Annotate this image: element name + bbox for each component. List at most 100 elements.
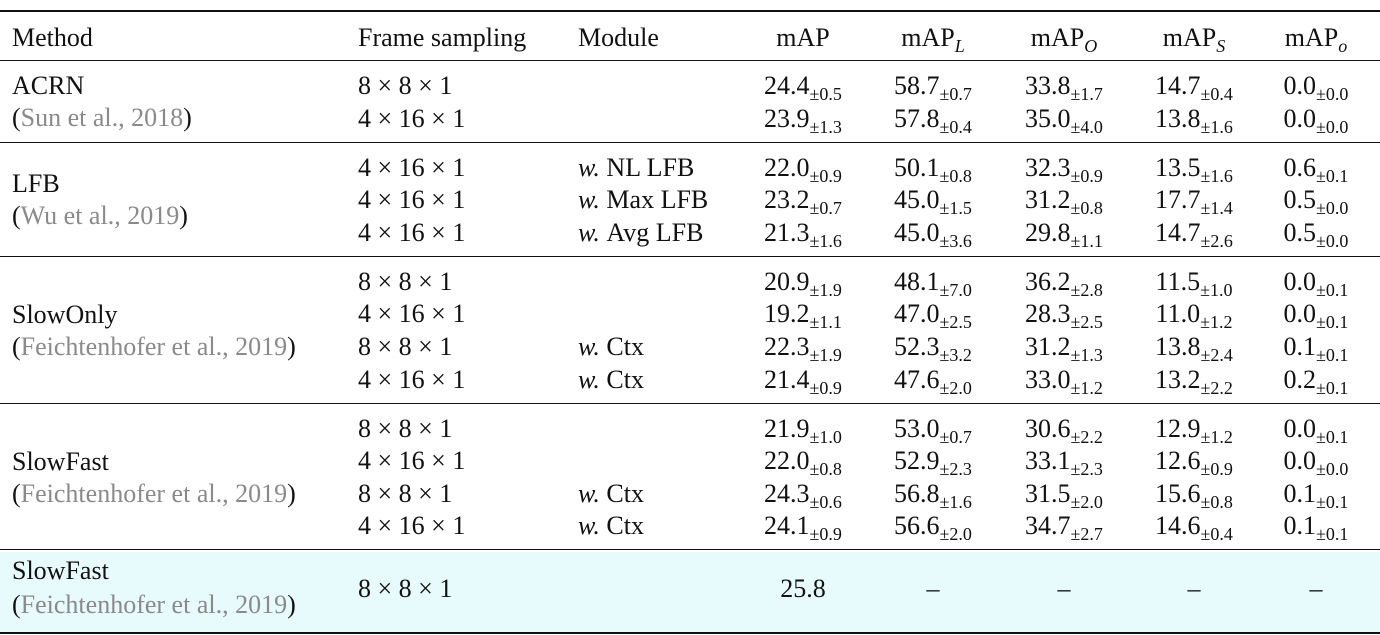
metric-value: 24.4 bbox=[764, 71, 810, 100]
module-prefix: w. bbox=[578, 511, 600, 541]
module-prefix: w. bbox=[578, 185, 600, 215]
header-metric: mAPS bbox=[1163, 22, 1226, 56]
frame-sampling: 4 × 16 × 1 bbox=[358, 364, 466, 394]
metric-value: 48.1 bbox=[894, 266, 940, 296]
metric-cell: – bbox=[1058, 573, 1071, 605]
metric-std: ±2.8 bbox=[1070, 279, 1103, 300]
module-prefix: w. bbox=[578, 152, 600, 182]
metric-std: ±1.6 bbox=[1200, 165, 1233, 186]
metric-value: 52.3 bbox=[894, 332, 940, 361]
metric-value: – bbox=[1309, 574, 1323, 604]
citation-part: ( bbox=[12, 478, 21, 508]
metric-value: 14.7 bbox=[1155, 217, 1201, 247]
metric-std: ±0.1 bbox=[1316, 279, 1349, 300]
metric-sub: S bbox=[1216, 36, 1226, 56]
metric-std: ±0.0 bbox=[1316, 230, 1349, 251]
frame-sampling: 8 × 8 × 1 bbox=[358, 332, 453, 361]
metric-cell: 14.6±0.4 bbox=[1155, 510, 1233, 544]
frame-sampling: 8 × 8 × 1 bbox=[358, 478, 453, 508]
metric-std: ±2.3 bbox=[1070, 459, 1103, 480]
metric-value: 58.7 bbox=[894, 71, 940, 100]
metric-cell: 52.3±3.2 bbox=[894, 331, 972, 365]
metric-value: 0.0 bbox=[1283, 103, 1317, 133]
frame-sampling: 8 × 8 × 1 bbox=[358, 71, 453, 100]
metric-value: 14.6 bbox=[1155, 511, 1201, 541]
metric-std: ±0.5 bbox=[809, 84, 842, 104]
metric-std: ±0.1 bbox=[1316, 165, 1349, 186]
metric-value: 21.3 bbox=[764, 217, 810, 247]
metric-std: ±0.4 bbox=[1200, 84, 1233, 104]
module: w. Max LFB bbox=[578, 184, 708, 216]
header-frame: Frame sampling bbox=[358, 23, 527, 52]
metric-cell: 56.6±2.0 bbox=[894, 510, 972, 544]
metric-cell: 31.2±0.8 bbox=[1025, 184, 1103, 218]
metric-value: 24.1 bbox=[764, 511, 810, 541]
metric-std: ±0.7 bbox=[939, 426, 972, 447]
frame-sampling: 8 × 8 × 1 bbox=[358, 266, 453, 296]
metric-value: 33.0 bbox=[1025, 364, 1071, 394]
metric-std: ±0.0 bbox=[1316, 116, 1349, 137]
citation-part: ( bbox=[12, 331, 21, 361]
metric-value: 20.9 bbox=[764, 266, 810, 296]
citation-part: Feichtenhofer et al., bbox=[20, 331, 236, 361]
citation-part: Feichtenhofer et al., bbox=[20, 478, 236, 508]
citation: (Wu et al., 2019) bbox=[12, 200, 188, 232]
metric-value: 0.0 bbox=[1283, 299, 1317, 329]
metric-value: 15.6 bbox=[1155, 478, 1201, 508]
metric-cell: 22.0±0.8 bbox=[764, 445, 842, 479]
metric-value: 0.0 bbox=[1283, 413, 1317, 443]
metric-std: ±0.9 bbox=[1200, 459, 1233, 480]
metric-sub: L bbox=[954, 36, 965, 56]
metric-value: 31.5 bbox=[1025, 478, 1071, 508]
method-name: LFB bbox=[12, 169, 60, 199]
metric-std: ±1.2 bbox=[1200, 426, 1233, 447]
metric-std: ±1.1 bbox=[1070, 230, 1103, 251]
group-rule bbox=[0, 256, 1380, 257]
module: w. Ctx bbox=[578, 510, 644, 542]
metric-cell: 58.7±0.7 bbox=[894, 70, 972, 104]
metric-cell: 35.0±4.0 bbox=[1025, 103, 1103, 137]
module: w. NL LFB bbox=[578, 152, 694, 184]
metric-std: ±1.5 bbox=[939, 198, 972, 219]
metric-value: 13.8 bbox=[1155, 332, 1201, 361]
frame-sampling: 4 × 16 × 1 bbox=[358, 152, 466, 182]
metric-cell: 48.1±7.0 bbox=[894, 266, 972, 300]
metric-std: ±0.8 bbox=[939, 165, 972, 186]
metric-value: 13.8 bbox=[1155, 103, 1201, 133]
metric-std: ±0.9 bbox=[809, 165, 842, 186]
module-name: Ctx bbox=[606, 332, 644, 361]
metric-value: 19.2 bbox=[764, 299, 810, 329]
citation-part: ( bbox=[12, 590, 21, 620]
metric-value: 21.9 bbox=[764, 413, 810, 443]
metric-cell: 14.7±2.6 bbox=[1155, 217, 1233, 251]
metric-cell: 22.0±0.9 bbox=[764, 152, 842, 186]
citation: (Feichtenhofer et al., 2019) bbox=[12, 589, 296, 621]
metric-value: 11.5 bbox=[1155, 266, 1201, 296]
citation-part: ( bbox=[12, 201, 21, 231]
metric-std: ±1.9 bbox=[809, 279, 842, 300]
metric-std: ±0.7 bbox=[939, 84, 972, 104]
module: w. Ctx bbox=[578, 364, 644, 396]
module-prefix: w. bbox=[578, 478, 600, 508]
metric-value: 33.8 bbox=[1025, 71, 1071, 100]
metric-cell: 56.8±1.6 bbox=[894, 478, 972, 512]
metric-value: 33.1 bbox=[1025, 446, 1071, 476]
metric-std: ±1.6 bbox=[809, 230, 842, 251]
citation-part: ( bbox=[12, 103, 21, 133]
frame-sampling: 4 × 16 × 1 bbox=[358, 217, 466, 247]
metric-cell: 34.7±2.7 bbox=[1025, 510, 1103, 544]
metric-cell: 19.2±1.1 bbox=[764, 298, 842, 332]
citation: (Feichtenhofer et al., 2019) bbox=[12, 478, 296, 510]
metric-std: ±1.7 bbox=[1070, 84, 1103, 104]
metric-cell: 17.7±1.4 bbox=[1155, 184, 1233, 218]
metric-cell: – bbox=[1310, 573, 1323, 605]
metric-std: ±2.0 bbox=[939, 377, 972, 398]
module-prefix: w. bbox=[578, 364, 600, 394]
citation-part: ) bbox=[287, 590, 296, 620]
metric-value: – bbox=[1187, 574, 1201, 604]
metric-cell: 32.3±0.9 bbox=[1025, 152, 1103, 186]
frame-sampling: 4 × 16 × 1 bbox=[358, 446, 466, 476]
header-rule bbox=[0, 60, 1380, 61]
metric-value: 0.1 bbox=[1283, 511, 1317, 541]
metric-value: 22.3 bbox=[764, 332, 810, 361]
